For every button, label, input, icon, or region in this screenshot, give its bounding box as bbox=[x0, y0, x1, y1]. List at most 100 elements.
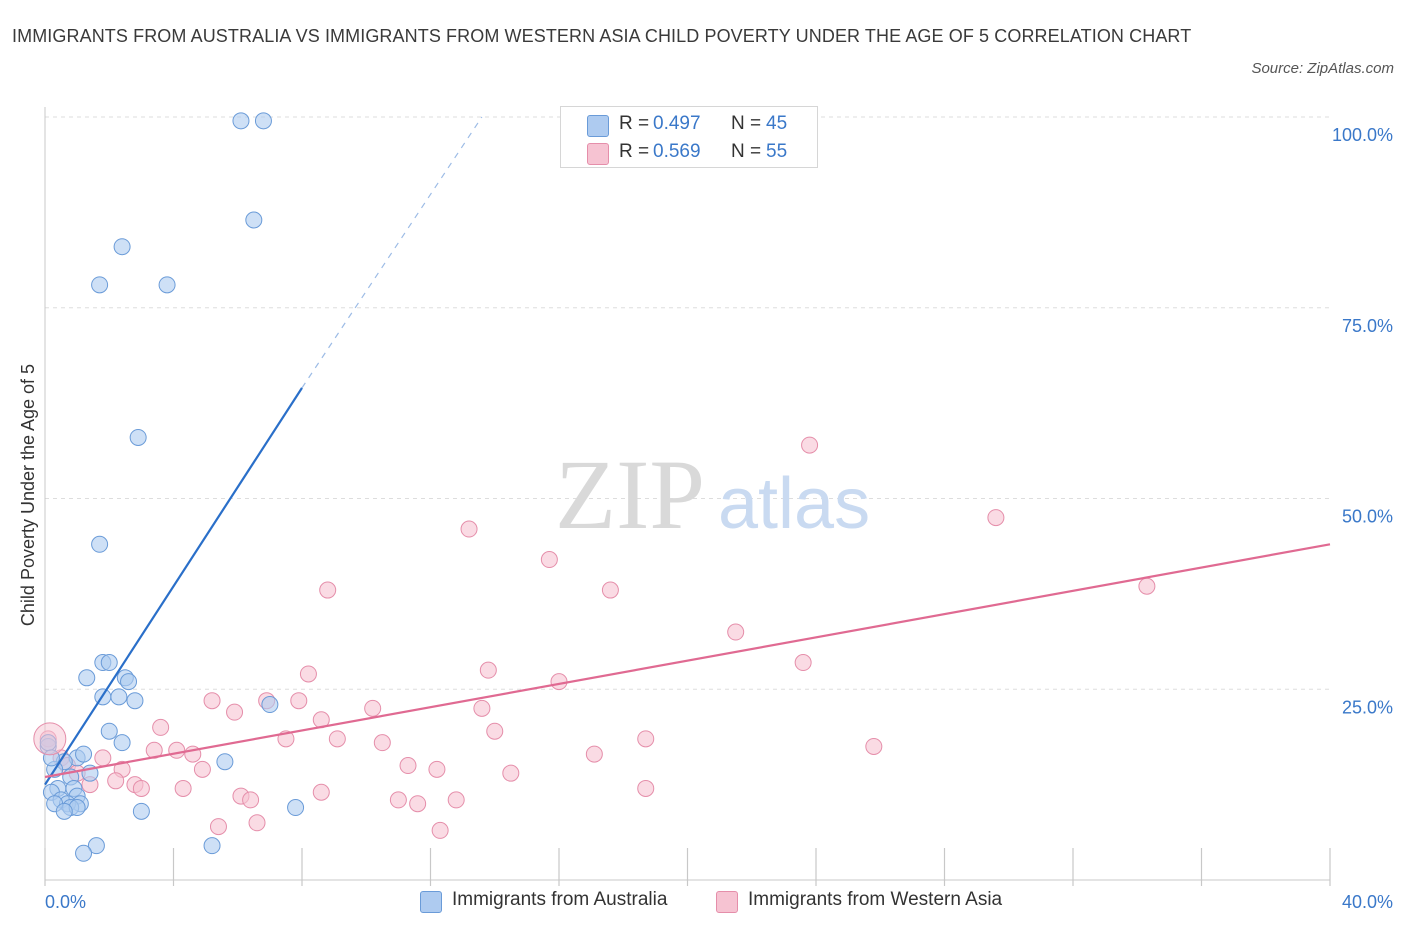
australia-point bbox=[75, 745, 93, 763]
western-asia-point bbox=[550, 673, 568, 691]
australia-point bbox=[91, 276, 109, 294]
western-asia-point bbox=[107, 772, 125, 790]
chart-title: IMMIGRANTS FROM AUSTRALIA VS IMMIGRANTS … bbox=[12, 26, 1192, 46]
western-asia-point bbox=[168, 741, 186, 759]
western-asia-point bbox=[312, 783, 330, 801]
legend-swatch-australia bbox=[587, 115, 609, 137]
western-asia-point bbox=[290, 692, 308, 710]
legend-r-label: R = bbox=[619, 113, 650, 134]
western-asia-point bbox=[794, 654, 812, 672]
western-asia-point bbox=[585, 745, 603, 763]
western-asia-point bbox=[727, 623, 745, 641]
western-asia-point bbox=[94, 749, 112, 767]
source-note: Source: ZipAtlas.com bbox=[1251, 60, 1394, 77]
australia-trend-extension bbox=[301, 116, 483, 389]
legend-n-label: N = bbox=[731, 113, 762, 134]
australia-point bbox=[87, 837, 105, 855]
western-asia-point bbox=[226, 703, 244, 721]
western-asia-point bbox=[637, 730, 655, 748]
australia-point bbox=[78, 669, 96, 687]
x-tick-label: 40.0% bbox=[1342, 892, 1393, 912]
western-asia-point bbox=[1138, 577, 1156, 595]
australia-point bbox=[287, 799, 305, 817]
western-asia-point bbox=[987, 509, 1005, 527]
australia-point bbox=[245, 211, 263, 229]
western-asia-point bbox=[428, 760, 446, 778]
australia-point bbox=[55, 802, 73, 820]
australia-point bbox=[126, 692, 144, 710]
legend-r-label: R = bbox=[619, 141, 650, 162]
western-asia-point bbox=[447, 791, 465, 809]
western-asia-point bbox=[193, 760, 211, 778]
western-asia-point bbox=[479, 661, 497, 679]
y-tick-label: 100.0% bbox=[1332, 125, 1393, 145]
western-asia-point bbox=[502, 764, 520, 782]
legend-swatch-western-asia bbox=[716, 891, 738, 913]
western-asia-point bbox=[865, 737, 883, 755]
australia-trend-line bbox=[44, 387, 303, 786]
legend-r-value: 0.569 bbox=[653, 141, 701, 162]
western-asia-point bbox=[152, 718, 170, 736]
western-asia-point bbox=[209, 818, 227, 836]
australia-point bbox=[232, 112, 250, 130]
legend-swatch-australia bbox=[420, 891, 442, 913]
western-asia-point bbox=[473, 699, 491, 717]
trend-lines bbox=[44, 116, 1331, 786]
legend-r-value: 0.497 bbox=[653, 113, 701, 134]
australia-point bbox=[129, 428, 147, 446]
watermark-zip: ZIP bbox=[555, 439, 705, 550]
y-tick-label: 50.0% bbox=[1342, 507, 1393, 527]
western-asia-point bbox=[399, 757, 417, 775]
y-tick-label: 75.0% bbox=[1342, 316, 1393, 336]
australia-point bbox=[216, 753, 234, 771]
grid-lines bbox=[45, 116, 1330, 690]
australia-point bbox=[254, 112, 272, 130]
legend-label-australia: Immigrants from Australia bbox=[452, 889, 668, 910]
australia-point bbox=[110, 688, 128, 706]
y-tick-label: 25.0% bbox=[1342, 697, 1393, 717]
australia-point bbox=[261, 696, 279, 714]
western-asia-point bbox=[540, 551, 558, 569]
western-asia-point bbox=[299, 665, 317, 683]
y-axis-label: Child Poverty Under the Age of 5 bbox=[18, 364, 38, 626]
watermark: ZIP atlas bbox=[555, 439, 870, 550]
western-asia-point bbox=[328, 730, 346, 748]
correlation-legend: R = 0.497 N = 45 R = 0.569 N = 55 bbox=[560, 106, 818, 168]
australia-point bbox=[100, 722, 118, 740]
western-asia-point bbox=[389, 791, 407, 809]
legend-swatch-western-asia bbox=[587, 143, 609, 165]
western-asia-trend-line bbox=[44, 543, 1331, 779]
data-points bbox=[33, 112, 1156, 862]
western-asia-point bbox=[203, 692, 221, 710]
legend-n-label: N = bbox=[731, 141, 762, 162]
western-asia-point bbox=[431, 821, 449, 839]
western-asia-point bbox=[174, 779, 192, 797]
tick-labels: 25.0% 50.0% 75.0% 100.0% 0.0% 40.0% bbox=[45, 125, 1393, 912]
legend-label-western-asia: Immigrants from Western Asia bbox=[748, 889, 1003, 910]
western-asia-point bbox=[801, 436, 819, 454]
western-asia-point bbox=[319, 581, 337, 599]
australia-point bbox=[113, 238, 131, 256]
legend-row-australia: R = 0.497 N = 45 bbox=[561, 111, 817, 139]
western-asia-point bbox=[364, 699, 382, 717]
western-asia-point bbox=[132, 779, 150, 797]
western-asia-point bbox=[637, 779, 655, 797]
australia-point bbox=[120, 673, 138, 691]
western-asia-point bbox=[486, 722, 504, 740]
australia-point bbox=[100, 654, 118, 672]
western-asia-cluster-point bbox=[33, 722, 67, 756]
legend-n-value: 55 bbox=[766, 141, 788, 162]
australia-point bbox=[75, 844, 93, 862]
western-asia-point bbox=[373, 734, 391, 752]
legend-row-western-asia: R = 0.569 N = 55 bbox=[561, 139, 817, 167]
legend-n-value: 45 bbox=[766, 113, 788, 134]
western-asia-point bbox=[409, 795, 427, 813]
x-tick-label: 0.0% bbox=[45, 892, 86, 912]
australia-point bbox=[91, 535, 109, 553]
australia-point bbox=[158, 276, 176, 294]
western-asia-point bbox=[460, 520, 478, 538]
western-asia-point bbox=[242, 791, 260, 809]
watermark-atlas: atlas bbox=[718, 464, 870, 544]
australia-point bbox=[203, 837, 221, 855]
